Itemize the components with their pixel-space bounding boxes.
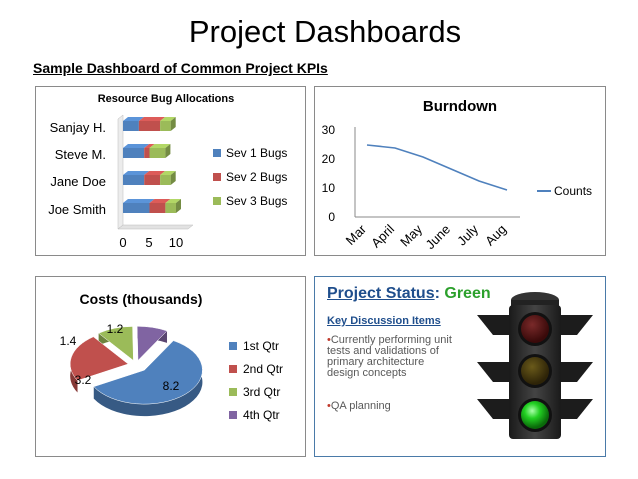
bullet: • [327, 334, 331, 346]
legend-counts: Counts [554, 184, 592, 198]
slice-label-q1: 8.2 [163, 379, 180, 393]
bar-top-sev2 [149, 199, 171, 203]
discussion-item-text: Currently performing unit tests and vali… [327, 334, 452, 379]
bar-sev3 [160, 121, 171, 131]
bar-sev2 [149, 203, 166, 213]
x-tick-5: 5 [145, 235, 152, 250]
bar-top-sev3 [165, 199, 181, 203]
bar-top-sev3 [160, 117, 176, 121]
bar-sev1 [123, 175, 145, 185]
legend-q4: 4th Qtr [243, 408, 280, 422]
legend-sev2: Sev 2 Bugs [226, 170, 287, 184]
bullet: • [327, 400, 331, 412]
bar-top-sev2 [144, 144, 155, 148]
chart-title: Costs (thousands) [80, 291, 203, 307]
key-discussion-title: Key Discussion Items [327, 315, 441, 327]
pie-slice-q3 [98, 326, 134, 361]
legend-q1: 1st Qtr [243, 339, 279, 353]
legend-swatch-sev3 [213, 197, 221, 205]
slice-label-q3: 1.4 [60, 334, 77, 348]
bar-top-sev2 [138, 117, 166, 121]
y-label-sanjay: Sanjay H. [50, 120, 106, 135]
bar-top-sev1 [123, 117, 144, 121]
project-status-panel: Project Status: Green Key Discussion Ite… [314, 276, 606, 457]
x-tick-0: 0 [119, 235, 126, 250]
x-label-june: June [423, 222, 454, 253]
chart-floor [117, 224, 194, 230]
project-status-value: Green [444, 285, 491, 302]
legend-q2: 2nd Qtr [243, 362, 283, 376]
discussion-item-text: QA planning [330, 400, 391, 412]
bar-sev3 [165, 203, 176, 213]
x-label-july: July [454, 221, 481, 248]
burndown-panel: Burndown 0 10 20 30 Mar April May June J… [314, 86, 606, 256]
pie-slice-q2 [69, 336, 129, 381]
bar-end-face [170, 171, 176, 185]
slice-label-q4: 1.2 [107, 322, 124, 336]
pie-slice-q4 [136, 326, 168, 361]
x-label-april: April [368, 221, 397, 250]
bar-top-sev3 [149, 144, 171, 148]
bar-end-face [176, 199, 181, 213]
y-tick-10: 10 [322, 181, 336, 195]
x-label-aug: Aug [482, 222, 509, 249]
bar-sev2 [144, 175, 161, 185]
dashboard-subtitle: Sample Dashboard of Common Project KPIs [33, 60, 328, 76]
chart-title: Burndown [423, 98, 497, 115]
bug-allocation-chart: Resource Bug Allocations Sanjay H. Steve… [48, 93, 287, 250]
costs-panel: Costs (thousands) 8.2 3.2 1.4 1.2 1st Qt… [35, 276, 306, 457]
bar-top-sev1 [123, 199, 155, 203]
bar-top-sev1 [123, 171, 150, 175]
pie-slice-q1 [93, 340, 203, 405]
project-status-colon: : [434, 285, 440, 302]
project-status-label: Project Status [327, 285, 435, 302]
x-label-may: May [397, 221, 425, 249]
legend-sev1: Sev 1 Bugs [226, 146, 287, 160]
counts-series-line [366, 144, 508, 191]
y-label-steve: Steve M. [55, 147, 106, 162]
legend-swatch-sev2 [213, 173, 221, 181]
bar-sev1 [123, 121, 139, 131]
chart-wall [117, 114, 124, 230]
bar-sev1 [123, 203, 150, 213]
bar-sev2 [144, 148, 150, 158]
bar-end-face [170, 117, 176, 131]
costs-pie-chart: Costs (thousands) 8.2 3.2 1.4 1.2 1st Qt… [60, 291, 283, 422]
bar-end-face [165, 144, 171, 158]
discussion-item: •QA planning [327, 401, 457, 412]
legend-q3: 3rd Qtr [243, 385, 280, 399]
y-tick-20: 20 [322, 152, 336, 166]
legend-swatch-q1 [229, 342, 237, 350]
project-status-heading: Project Status: Green [327, 285, 491, 303]
discussion-item: •Currently performing unit tests and val… [327, 335, 457, 379]
burndown-chart: Burndown 0 10 20 30 Mar April May June J… [322, 98, 592, 253]
bar-top-sev3 [160, 171, 176, 175]
bar-top-sev2 [144, 171, 166, 175]
bar-sev1 [123, 148, 145, 158]
chart-title: Resource Bug Allocations [98, 93, 235, 105]
slice-label-q2: 3.2 [75, 373, 92, 387]
y-label-joe: Joe Smith [48, 202, 106, 217]
legend-swatch-q4 [229, 411, 237, 419]
x-label-mar: Mar [343, 221, 370, 248]
legend-swatch-q3 [229, 388, 237, 396]
legend-swatch-q2 [229, 365, 237, 373]
bar-sev2 [138, 121, 161, 131]
bar-top-sev1 [123, 144, 150, 148]
y-tick-0: 0 [328, 210, 335, 224]
page-title: Project Dashboards [188, 14, 462, 49]
traffic-light-icon [477, 292, 593, 439]
x-tick-10: 10 [169, 235, 183, 250]
y-tick-30: 30 [322, 123, 336, 137]
legend-sev3: Sev 3 Bugs [226, 194, 287, 208]
bug-allocation-panel: Resource Bug Allocations Sanjay H. Steve… [35, 86, 306, 256]
legend-swatch-sev1 [213, 149, 221, 157]
bar-sev3 [149, 148, 166, 158]
y-label-jane: Jane Doe [50, 174, 106, 189]
bar-sev3 [160, 175, 171, 185]
